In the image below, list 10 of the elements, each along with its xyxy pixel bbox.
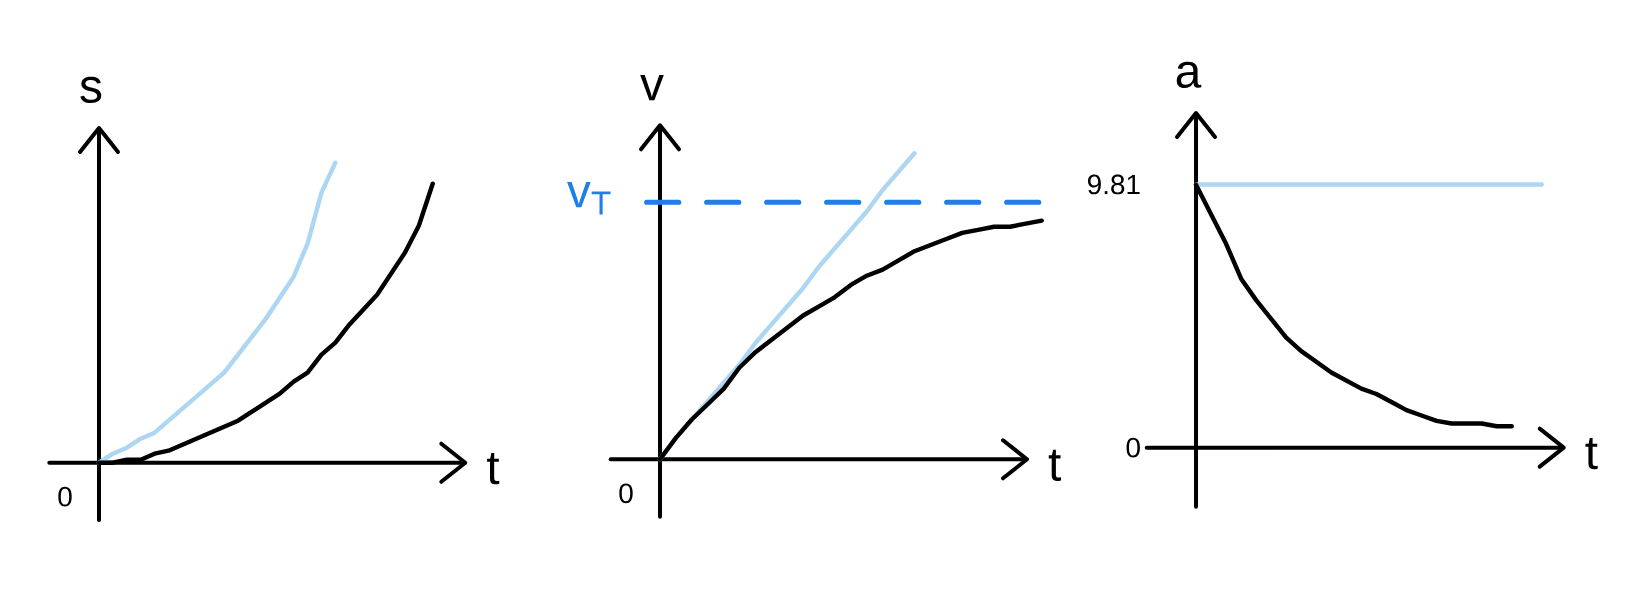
y-axis-title: v xyxy=(640,75,664,101)
text: 0 xyxy=(619,483,633,504)
x-axis-title: t xyxy=(487,453,500,485)
text: 0 xyxy=(58,486,72,507)
ref-line-label: v$_{T}$ xyxy=(567,181,611,215)
y-axis-title: a xyxy=(1176,61,1202,88)
x-axis-title: t xyxy=(1048,449,1061,481)
y-tick-label: 9.81 xyxy=(1087,174,1140,195)
x-axis-title: t xyxy=(1585,438,1598,470)
y-axis-title: s xyxy=(80,76,102,103)
